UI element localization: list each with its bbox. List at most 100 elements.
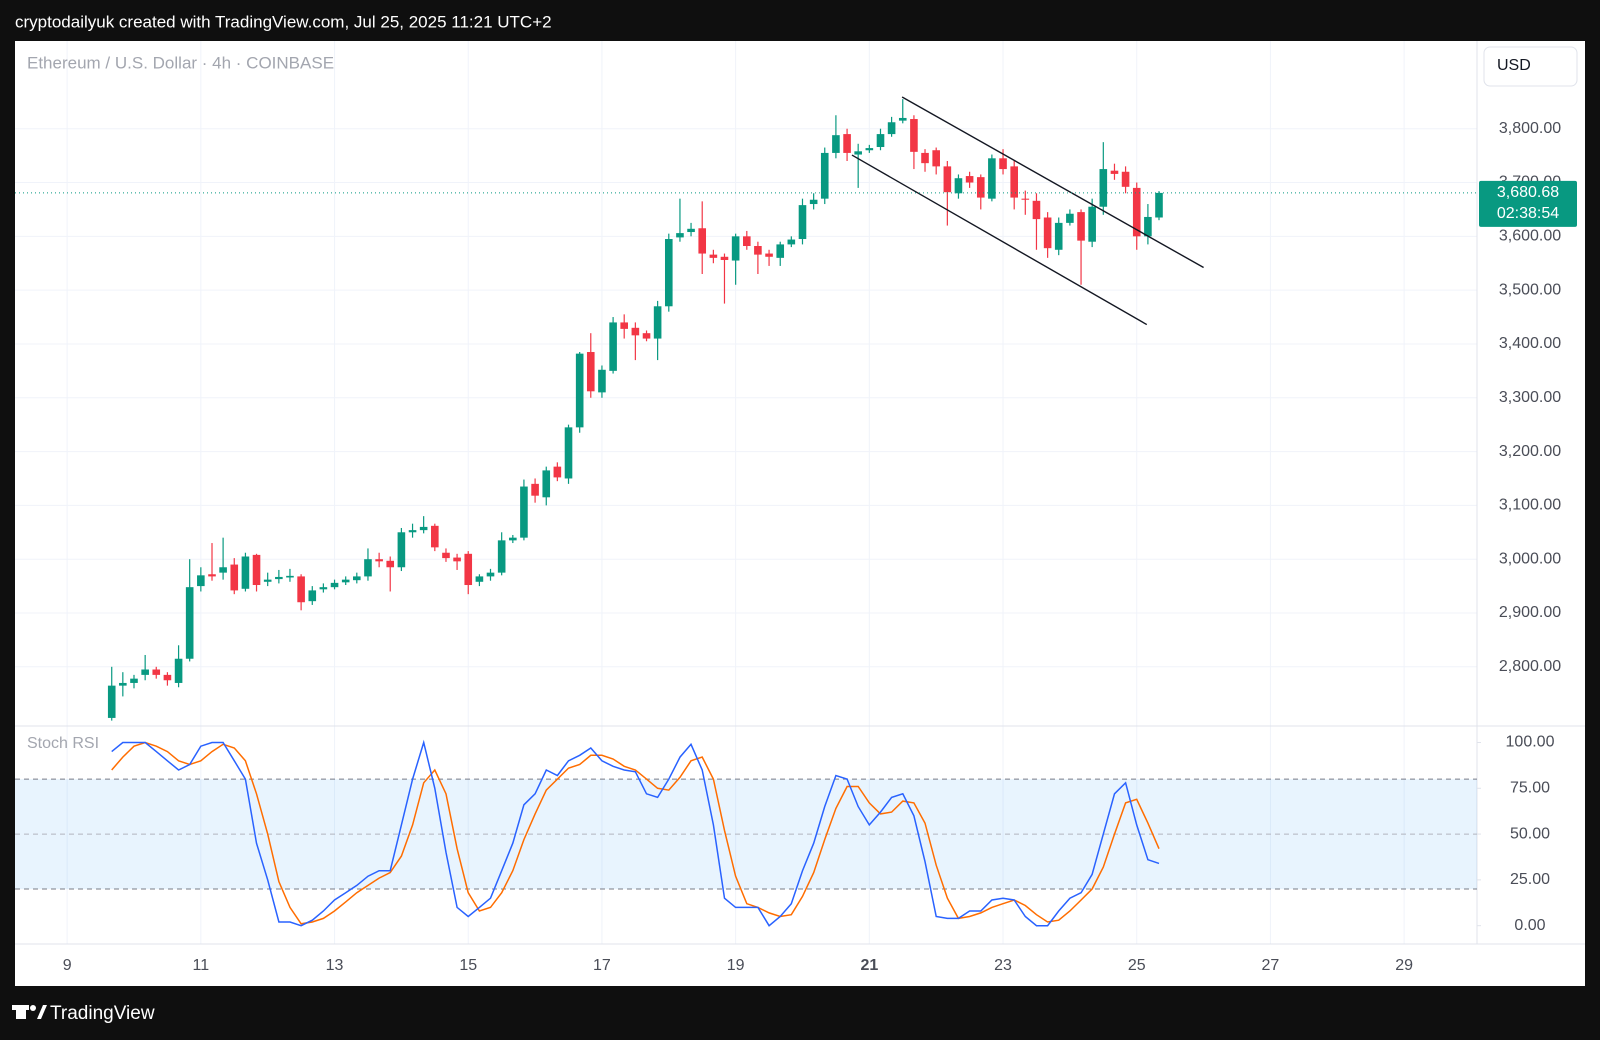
candle-body bbox=[419, 526, 428, 531]
candle-body bbox=[263, 579, 272, 582]
y-tick-label: 3,600.00 bbox=[1499, 228, 1561, 245]
y-tick-label: 3,500.00 bbox=[1499, 281, 1561, 298]
y-tick-label: 2,900.00 bbox=[1499, 604, 1561, 621]
y-tick-label: 3,300.00 bbox=[1499, 389, 1561, 406]
candle-body bbox=[988, 158, 996, 199]
candle-body bbox=[932, 150, 940, 167]
candle-body bbox=[531, 483, 539, 496]
x-tick-label: 25 bbox=[1128, 957, 1146, 974]
candle-body bbox=[1043, 217, 1052, 249]
currency-box[interactable] bbox=[1483, 46, 1578, 87]
candle-body bbox=[743, 236, 751, 247]
y-tick-label: 2,800.00 bbox=[1499, 658, 1561, 675]
candle-body bbox=[1077, 212, 1085, 241]
candle-body bbox=[854, 151, 862, 155]
x-tick-label: 15 bbox=[459, 957, 477, 974]
y-tick-label: 25.00 bbox=[1510, 871, 1550, 888]
stoch-line bbox=[111, 741, 1160, 925]
candle-body bbox=[364, 559, 372, 577]
footer-brand: TradingView bbox=[50, 1003, 155, 1024]
candle-body bbox=[453, 557, 461, 562]
candle-body bbox=[341, 579, 350, 583]
candle-body bbox=[542, 470, 551, 498]
candle-body bbox=[1121, 171, 1130, 187]
candle-body bbox=[152, 669, 161, 675]
candle-body bbox=[397, 532, 406, 568]
last-price-box bbox=[1479, 180, 1577, 227]
candle-body bbox=[999, 158, 1007, 170]
candle-body bbox=[241, 556, 250, 589]
candle-body bbox=[163, 674, 172, 681]
x-tick-label: 23 bbox=[994, 957, 1012, 974]
candle-body bbox=[486, 572, 495, 577]
candle-body bbox=[497, 540, 506, 573]
candle-body bbox=[1021, 198, 1030, 200]
stoch-line bbox=[111, 739, 1160, 927]
candle-body bbox=[174, 658, 183, 683]
candle-body bbox=[442, 552, 450, 559]
candle-body bbox=[586, 352, 595, 392]
candle-body bbox=[353, 576, 361, 581]
chart-area bbox=[15, 41, 1585, 986]
candle-body bbox=[208, 574, 216, 577]
candle-body bbox=[664, 239, 673, 307]
candle-body bbox=[1110, 170, 1119, 174]
tv-logo bbox=[12, 1005, 47, 1019]
y-tick-label: 100.00 bbox=[1506, 734, 1555, 751]
y-tick-label: 3,800.00 bbox=[1499, 120, 1561, 137]
y-tick-label: 3,000.00 bbox=[1499, 550, 1561, 567]
candle-body bbox=[1010, 166, 1019, 198]
candle-body bbox=[598, 369, 606, 393]
candle-body bbox=[720, 256, 729, 261]
trendline bbox=[901, 96, 1204, 269]
indicator-title: Stoch RSI bbox=[27, 735, 99, 752]
x-tick-label: 19 bbox=[727, 957, 745, 974]
x-tick-label: 9 bbox=[63, 957, 72, 974]
candle-body bbox=[865, 148, 874, 151]
candle-body bbox=[1144, 216, 1152, 237]
candle-body bbox=[553, 466, 562, 478]
candle-body bbox=[954, 178, 963, 194]
candle-body bbox=[609, 322, 617, 371]
candle-body bbox=[520, 486, 528, 538]
x-tick-label: 21 bbox=[860, 957, 878, 974]
countdown: 02:38:54 bbox=[1497, 205, 1559, 222]
candle-body bbox=[408, 530, 417, 533]
candle-body bbox=[297, 576, 305, 603]
candle-body bbox=[676, 233, 684, 238]
candle-body bbox=[1099, 169, 1108, 207]
candle-body bbox=[787, 239, 796, 245]
candle-body bbox=[698, 228, 707, 254]
candle-body bbox=[765, 253, 773, 257]
candle-body bbox=[1132, 187, 1141, 237]
currency[interactable]: USD bbox=[1497, 57, 1531, 74]
x-tick-label: 11 bbox=[193, 957, 210, 974]
candle-body bbox=[631, 327, 640, 336]
candle-body bbox=[509, 537, 517, 541]
candle-body bbox=[1054, 222, 1063, 250]
candle-body bbox=[921, 152, 929, 164]
candle-body bbox=[252, 554, 261, 586]
y-tick-label: 75.00 bbox=[1510, 780, 1550, 797]
y-tick-label: 3,200.00 bbox=[1499, 443, 1561, 460]
candle-body bbox=[620, 322, 629, 329]
candle-body bbox=[1066, 213, 1074, 223]
x-tick-label: 17 bbox=[593, 957, 611, 974]
candle-body bbox=[887, 122, 896, 135]
header: cryptodailyuk created with TradingView.c… bbox=[15, 12, 552, 31]
candle-body bbox=[798, 205, 807, 240]
candle-body bbox=[820, 152, 829, 199]
candle-body bbox=[286, 575, 294, 578]
candle-body bbox=[130, 678, 138, 683]
candle-body bbox=[141, 669, 149, 675]
candle-body bbox=[185, 587, 194, 659]
candle-body bbox=[754, 246, 762, 255]
candle-body bbox=[898, 117, 907, 121]
x-tick-label: 29 bbox=[1395, 957, 1413, 974]
candle-body bbox=[709, 254, 718, 258]
candle-body bbox=[731, 236, 740, 261]
candle-body bbox=[1155, 192, 1163, 218]
candle-body bbox=[653, 306, 662, 339]
candle-body bbox=[431, 525, 439, 548]
